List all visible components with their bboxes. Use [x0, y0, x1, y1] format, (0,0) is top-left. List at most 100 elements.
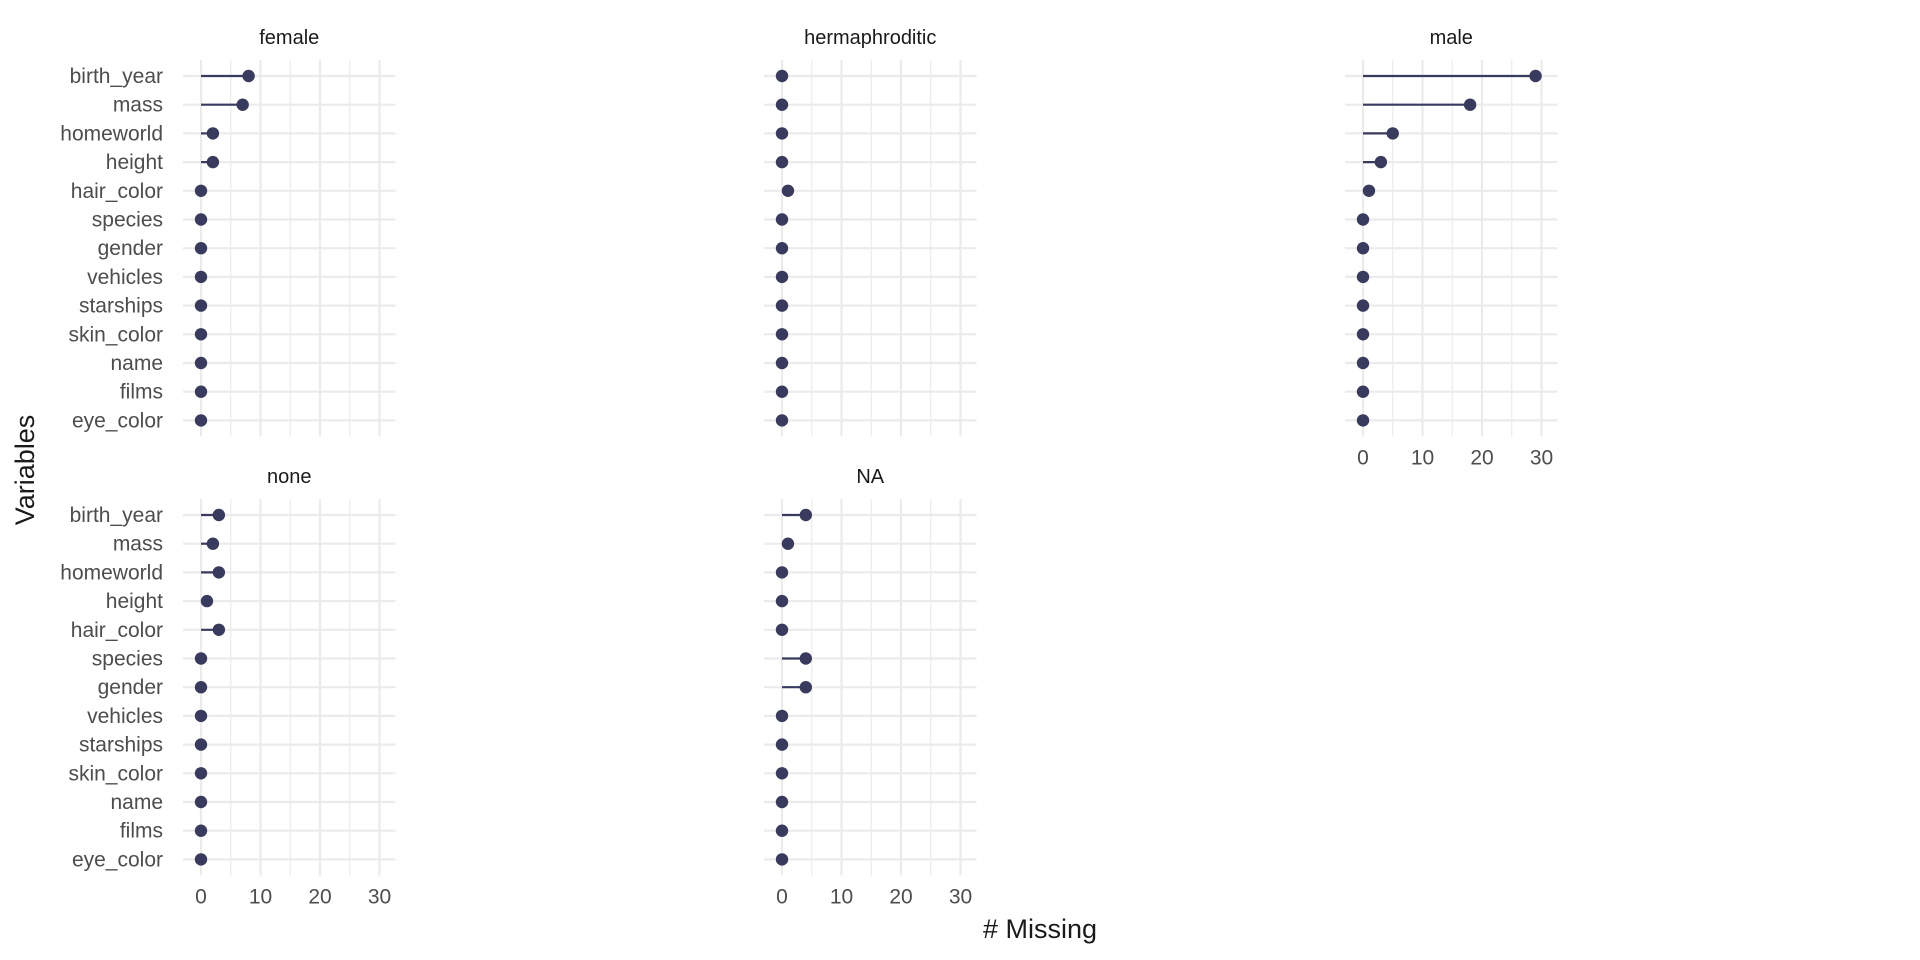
variable-label-name: name	[110, 352, 163, 375]
point-hermaphroditic-eye-color	[775, 414, 789, 427]
point-na-eye-color	[775, 853, 789, 866]
point-female-homeworld	[206, 127, 220, 140]
point-hermaphroditic-birth-year	[775, 69, 789, 83]
point-female-starships	[194, 299, 208, 312]
point-hermaphroditic-skin-color	[775, 328, 789, 341]
variable-label-hair-color: hair_color	[71, 180, 163, 203]
point-na-starships	[775, 738, 789, 751]
point-female-birth-year	[242, 69, 255, 83]
point-na-hair-color	[775, 623, 789, 636]
point-female-eye-color	[194, 414, 208, 427]
point-na-films	[775, 824, 789, 837]
variable-label-name: name	[110, 791, 163, 814]
point-male-eye-color	[1356, 414, 1370, 427]
x-tick-label: 10	[830, 885, 853, 908]
point-female-vehicles	[194, 270, 208, 284]
x-tick-label: 20	[1470, 446, 1493, 469]
x-tick-label: 10	[249, 885, 272, 908]
point-na-mass	[781, 537, 795, 550]
point-female-height	[206, 155, 220, 169]
point-male-homeworld	[1386, 127, 1399, 140]
point-none-gender	[194, 681, 208, 694]
x-tick-label: 0	[1357, 446, 1369, 469]
point-male-species	[1356, 213, 1370, 226]
point-male-gender	[1356, 242, 1370, 255]
point-female-species	[194, 213, 208, 226]
variable-label-skin-color: skin_color	[68, 323, 163, 346]
point-none-name	[194, 795, 208, 809]
panel-title-hermaphroditic: hermaphroditic	[804, 27, 936, 49]
variable-label-gender: gender	[98, 237, 163, 260]
x-tick-label: 30	[1530, 446, 1553, 469]
point-male-vehicles	[1356, 270, 1370, 284]
point-female-mass	[236, 98, 249, 111]
variable-label-mass: mass	[113, 533, 163, 556]
variable-label-films: films	[120, 820, 163, 843]
x-tick-label: 30	[368, 885, 391, 908]
point-na-vehicles	[775, 709, 789, 723]
variable-label-skin-color: skin_color	[68, 762, 163, 785]
variable-label-starships: starships	[79, 734, 163, 757]
point-na-birth-year	[799, 508, 812, 522]
point-female-name	[194, 356, 208, 370]
x-tick-label: 0	[776, 885, 788, 908]
panel-na: NA 0 10 20 30	[764, 466, 977, 908]
point-none-eye-color	[194, 853, 208, 866]
point-none-skin-color	[194, 767, 208, 780]
point-female-films	[194, 385, 208, 398]
variable-label-starships: starships	[79, 295, 163, 318]
point-none-hair-color	[212, 623, 226, 636]
point-none-vehicles	[194, 709, 208, 723]
variable-label-vehicles: vehicles	[87, 705, 163, 728]
point-hermaphroditic-starships	[775, 299, 789, 312]
point-na-homeworld	[775, 566, 789, 579]
variable-label-species: species	[92, 209, 163, 232]
point-na-gender	[799, 681, 812, 694]
point-male-height	[1374, 155, 1388, 169]
point-none-homeworld	[212, 566, 226, 579]
point-male-name	[1356, 356, 1370, 370]
point-none-starships	[194, 738, 208, 751]
point-male-skin-color	[1356, 328, 1370, 341]
variable-label-eye-color: eye_color	[72, 848, 163, 871]
variable-label-vehicles: vehicles	[87, 266, 163, 289]
x-tick-label: 0	[195, 885, 207, 908]
point-male-hair-color	[1362, 184, 1376, 197]
point-female-hair-color	[194, 184, 208, 197]
point-male-starships	[1356, 299, 1370, 312]
point-none-height	[200, 594, 214, 608]
variable-label-eye-color: eye_color	[72, 409, 163, 432]
point-male-birth-year	[1529, 69, 1542, 83]
variable-label-birth-year: birth_year	[70, 65, 163, 88]
x-tick-label: 20	[889, 885, 912, 908]
x-axis-title: # Missing	[983, 914, 1097, 944]
variable-label-gender: gender	[98, 676, 163, 699]
point-na-height	[775, 594, 789, 608]
point-male-films	[1356, 385, 1370, 398]
x-tick-label: 30	[949, 885, 972, 908]
variable-label-birth-year: birth_year	[70, 504, 163, 527]
x-tick-label: 20	[308, 885, 331, 908]
point-none-species	[194, 652, 208, 665]
point-hermaphroditic-species	[775, 213, 789, 226]
variable-label-hair-color: hair_color	[71, 619, 163, 642]
point-none-mass	[206, 537, 220, 550]
point-none-birth-year	[212, 508, 226, 522]
x-tick-label: 10	[1411, 446, 1434, 469]
panel-title-male: male	[1430, 27, 1473, 49]
point-hermaphroditic-mass	[775, 98, 789, 111]
point-hermaphroditic-vehicles	[775, 270, 789, 284]
panel-male: male 0 10 20 30	[1345, 27, 1558, 469]
point-hermaphroditic-gender	[775, 242, 789, 255]
point-hermaphroditic-homeworld	[775, 127, 789, 140]
point-none-films	[194, 824, 208, 837]
panel-title-na: NA	[856, 466, 884, 488]
variable-label-homeworld: homeworld	[60, 122, 163, 145]
point-hermaphroditic-hair-color	[781, 184, 795, 197]
variable-label-height: height	[106, 590, 163, 613]
point-hermaphroditic-height	[775, 155, 789, 169]
y-axis-title: Variables	[10, 415, 40, 526]
variable-label-mass: mass	[113, 94, 163, 117]
